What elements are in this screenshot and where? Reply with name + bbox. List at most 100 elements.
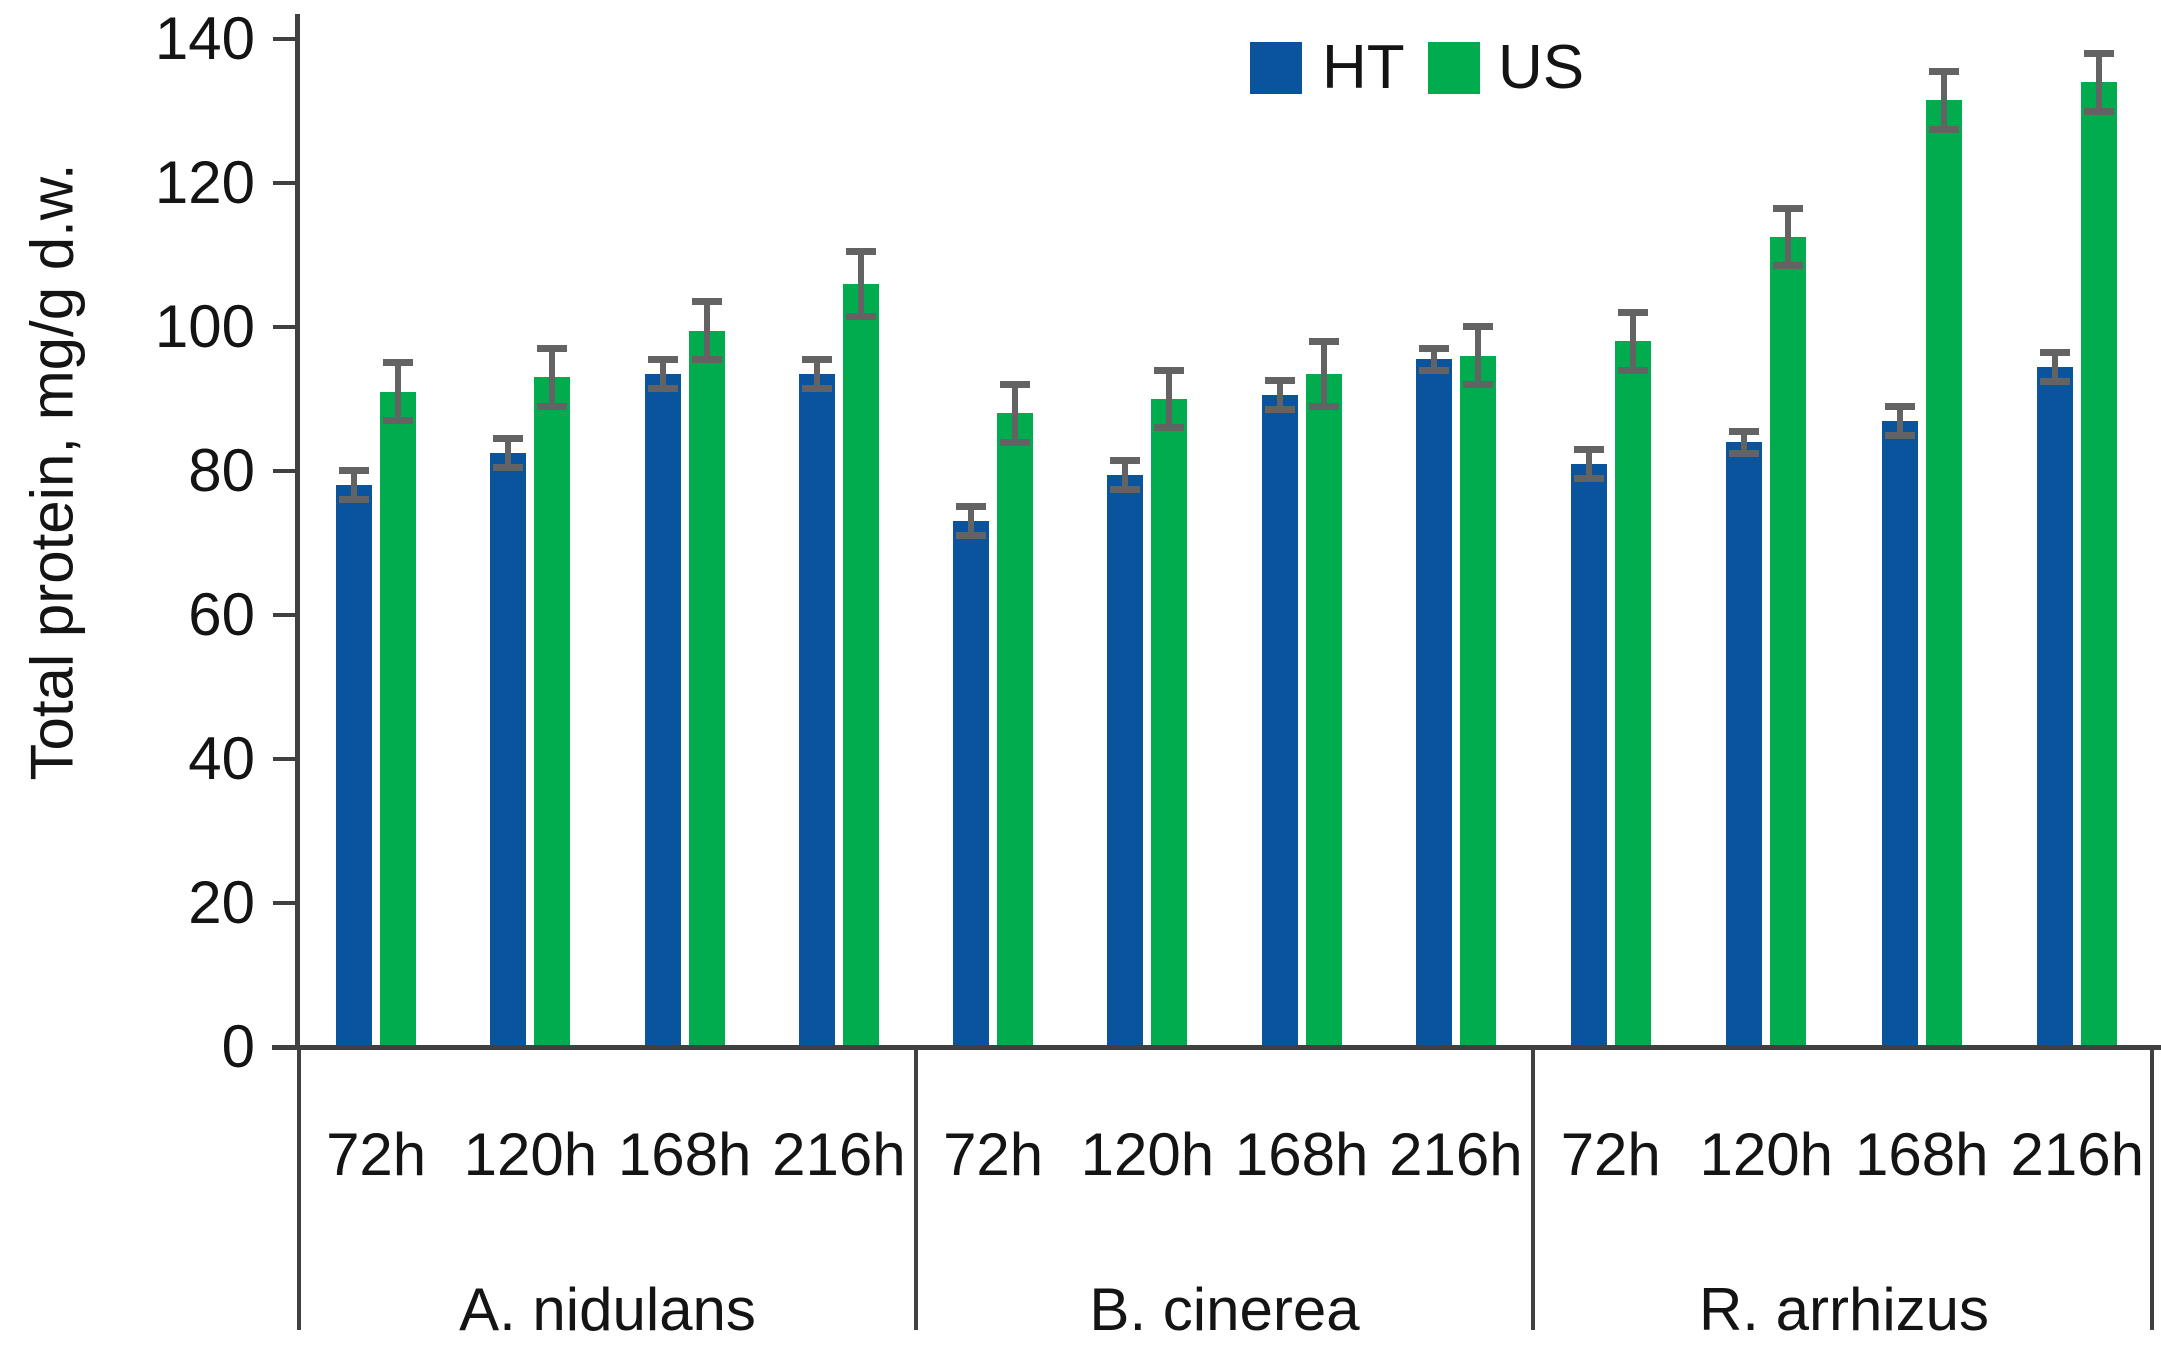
error-bar-stem	[1276, 377, 1283, 414]
error-bar-cap-bottom	[845, 312, 876, 320]
bar-ht	[1261, 395, 1298, 1047]
x-tick-label: 120h	[1699, 1121, 1833, 1188]
group-divider	[914, 1047, 918, 1330]
error-bar-stem	[703, 298, 710, 363]
group-label: B. cinerea	[1089, 1276, 1360, 1343]
error-bar-cap-top	[647, 355, 678, 363]
y-tick-label: 20	[188, 869, 255, 936]
error-bar-cap-bottom	[2040, 377, 2071, 385]
error-bar-stem	[2096, 49, 2103, 115]
error-bar-stem	[395, 359, 402, 425]
x-tick-label: 168h	[1234, 1121, 1369, 1188]
error-bar-stem	[659, 355, 666, 392]
error-bar-cap-top	[1110, 456, 1141, 464]
error-bar-stem	[1012, 381, 1019, 446]
error-bar-stem	[1785, 204, 1792, 270]
error-bar-stem	[1166, 366, 1173, 432]
x-tick-label: 120h	[463, 1121, 598, 1188]
y-tick	[273, 469, 299, 473]
error-bar-cap-top	[845, 247, 876, 255]
error-bar-cap-top	[956, 503, 987, 511]
y-tick	[273, 613, 299, 617]
legend-label-ht: HT	[1322, 33, 1405, 102]
bar-ht	[2037, 366, 2074, 1047]
error-bar-cap-top	[493, 435, 524, 442]
y-tick-label: 80	[188, 437, 255, 504]
y-tick	[273, 325, 299, 329]
error-bar-cap-bottom	[1000, 438, 1031, 446]
error-bar-cap-top	[339, 467, 370, 475]
y-tick	[273, 181, 299, 185]
error-bar-cap-bottom	[383, 417, 414, 425]
error-bar-cap-bottom	[1884, 431, 1915, 439]
y-tick-label: 100	[154, 293, 255, 360]
error-bar-cap-bottom	[647, 384, 678, 392]
error-bar-stem	[1896, 402, 1903, 439]
group-divider	[1531, 1047, 1535, 1330]
x-tick-label: 72h	[1560, 1121, 1661, 1188]
bar-us	[1459, 355, 1496, 1047]
error-bar-cap-bottom	[1264, 406, 1295, 414]
error-bar-cap-top	[1462, 323, 1493, 331]
error-bar-cap-bottom	[1462, 381, 1493, 389]
error-bar-cap-top	[2084, 49, 2115, 57]
error-bar-cap-top	[2040, 348, 2071, 356]
group-label: R. arrhizus	[1698, 1276, 1990, 1343]
legend-label-us: US	[1498, 33, 1585, 102]
error-bar-cap-top	[691, 298, 722, 306]
error-bar-stem	[351, 467, 358, 504]
error-bar-cap-top	[383, 359, 414, 367]
error-bar-cap-bottom	[956, 532, 987, 540]
axis-left-border	[297, 1047, 301, 1330]
bar-us	[842, 283, 879, 1047]
error-bar-cap-bottom	[1154, 424, 1185, 432]
error-bar-cap-bottom	[801, 384, 832, 392]
error-bar-cap-bottom	[339, 496, 370, 504]
legend-swatch-us	[1428, 42, 1480, 94]
error-bar-stem	[1430, 345, 1437, 374]
bar-ht	[953, 521, 990, 1047]
error-bar-cap-bottom	[1617, 366, 1648, 374]
bar-us	[688, 330, 725, 1047]
error-bar-cap-top	[1884, 402, 1915, 410]
bar-us	[1305, 373, 1342, 1047]
error-bar-stem	[1474, 323, 1481, 389]
y-axis-line	[295, 14, 300, 1049]
x-tick-label: 72h	[326, 1121, 427, 1188]
y-tick-label: 60	[188, 581, 255, 648]
error-bar-cap-top	[1928, 67, 1959, 75]
error-bar-cap-top	[1573, 445, 1604, 453]
bar-ht	[336, 485, 373, 1047]
error-bar-stem	[549, 345, 556, 410]
y-tick-label: 0	[221, 1013, 255, 1080]
x-tick-label: 216h	[1389, 1121, 1523, 1188]
bar-us	[534, 377, 571, 1047]
error-bar-cap-bottom	[1110, 485, 1141, 493]
error-bar-cap-top	[1000, 381, 1031, 388]
error-bar-stem	[968, 503, 975, 540]
bar-us	[380, 391, 417, 1047]
y-tick	[273, 901, 299, 905]
error-bar-stem	[1629, 309, 1636, 374]
error-bar-stem	[857, 247, 864, 320]
error-bar-cap-top	[1154, 366, 1185, 374]
y-tick-label: 40	[188, 725, 255, 792]
error-bar-cap-top	[1418, 345, 1449, 352]
x-tick-label: 216h	[772, 1121, 906, 1188]
y-tick-label: 140	[154, 5, 255, 72]
error-bar-cap-bottom	[1928, 125, 1959, 133]
error-bar-stem	[1122, 456, 1129, 493]
error-bar-cap-top	[1617, 309, 1648, 316]
y-tick-label: 120	[154, 149, 255, 216]
x-tick-label: 168h	[617, 1121, 752, 1188]
error-bar-cap-bottom	[537, 402, 568, 410]
legend-swatch-ht	[1250, 42, 1302, 94]
error-bar-cap-bottom	[1418, 366, 1449, 374]
y-tick	[273, 37, 299, 41]
bar-us	[997, 413, 1034, 1047]
bar-us	[2081, 82, 2118, 1047]
error-bar-cap-bottom	[2084, 107, 2115, 115]
error-bar-cap-top	[1264, 377, 1295, 385]
bar-us	[1151, 399, 1188, 1047]
bar-us	[1925, 100, 1962, 1047]
